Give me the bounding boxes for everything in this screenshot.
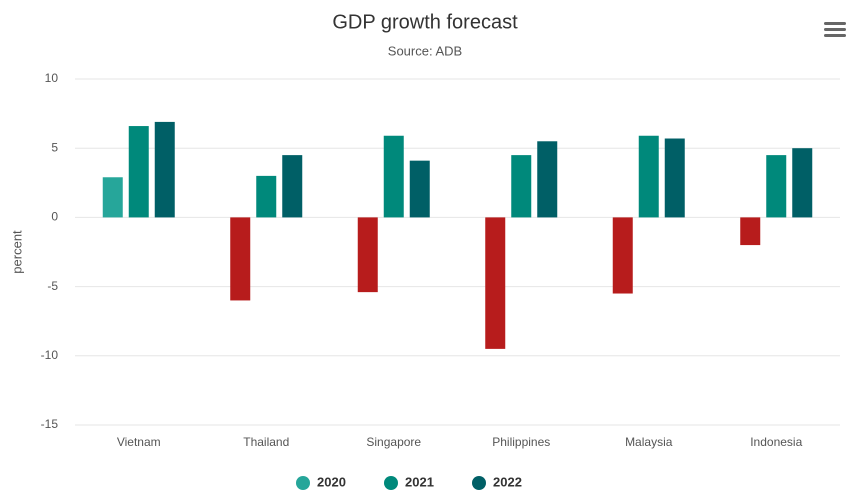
- bar: [740, 217, 761, 246]
- bar: [537, 141, 558, 218]
- x-tick-label: Malaysia: [625, 435, 673, 449]
- bar: [383, 135, 404, 218]
- bar: [766, 155, 787, 218]
- y-tick-label: 5: [51, 140, 58, 154]
- menu-bar: [824, 22, 846, 25]
- legend-label: 2022: [493, 474, 522, 489]
- y-axis-title: percent: [9, 230, 24, 274]
- legend-label: 2020: [317, 474, 346, 489]
- legend-label: 2021: [405, 474, 434, 489]
- x-tick-label: Indonesia: [750, 435, 802, 449]
- bar: [511, 155, 532, 218]
- y-tick-label: -10: [41, 348, 59, 362]
- menu-bar: [824, 28, 846, 31]
- bar: [792, 148, 813, 218]
- x-tick-label: Thailand: [243, 435, 289, 449]
- y-tick-label: 0: [51, 210, 58, 224]
- chart-title: GDP growth forecast: [332, 11, 518, 33]
- menu-bar: [824, 34, 846, 37]
- bar: [485, 217, 506, 349]
- x-tick-label: Vietnam: [117, 435, 161, 449]
- menu-button[interactable]: [824, 22, 846, 37]
- bar: [102, 177, 123, 218]
- legend-marker: [384, 476, 398, 490]
- bar: [256, 175, 277, 218]
- y-tick-label: 10: [45, 71, 59, 85]
- legend-marker: [296, 476, 310, 490]
- bar: [409, 160, 430, 218]
- bar: [128, 126, 149, 218]
- bar: [282, 155, 303, 218]
- bar: [612, 217, 633, 294]
- x-tick-label: Philippines: [492, 435, 550, 449]
- bar: [664, 138, 685, 218]
- y-tick-label: -5: [47, 279, 58, 293]
- legend-marker: [472, 476, 486, 490]
- bar: [357, 217, 378, 293]
- y-tick-label: -15: [41, 417, 59, 431]
- bar: [154, 121, 175, 218]
- bar: [638, 135, 659, 218]
- bar: [230, 217, 251, 301]
- x-tick-label: Singapore: [366, 435, 421, 449]
- chart-subtitle: Source: ADB: [388, 43, 462, 58]
